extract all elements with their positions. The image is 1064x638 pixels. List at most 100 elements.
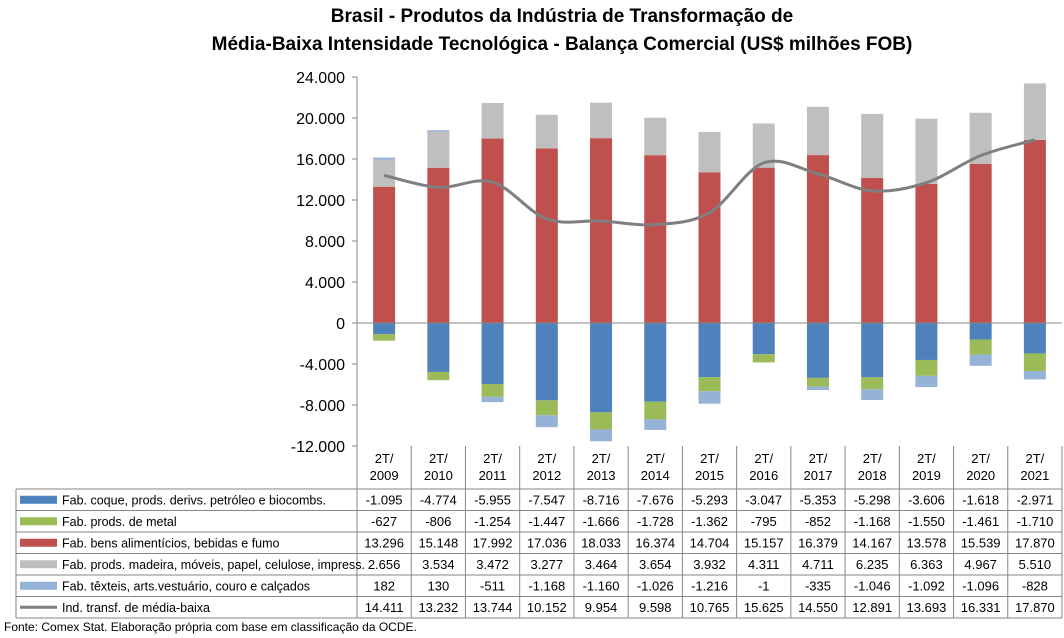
bar-segment — [373, 186, 396, 323]
data-cell: -1.168 — [528, 578, 565, 593]
data-cell: 5.510 — [1019, 557, 1052, 572]
bar-segment — [752, 123, 775, 168]
data-cell: -1.362 — [691, 514, 728, 529]
y-tick-label: 4.000 — [305, 275, 345, 292]
bar-segment — [373, 334, 396, 341]
y-tick-label: 20.000 — [296, 111, 345, 128]
bar-segment — [373, 159, 396, 187]
bar-segment — [861, 377, 884, 390]
bar-segment — [1023, 323, 1046, 354]
legend-key — [20, 581, 57, 590]
bar-segment — [915, 359, 938, 376]
bar-segment — [698, 391, 721, 404]
data-cell: -1.168 — [854, 514, 891, 529]
category-label-line1: 2T/ — [917, 451, 936, 466]
data-cell: -7.676 — [637, 492, 674, 507]
y-tick-label: 8.000 — [305, 234, 345, 251]
data-cell: 17.870 — [1015, 600, 1055, 615]
bar-segment — [644, 401, 667, 420]
data-cell: 9.598 — [639, 600, 672, 615]
data-cell: 10.765 — [690, 600, 730, 615]
y-tick-label: 0 — [336, 316, 345, 333]
data-cell: -806 — [425, 514, 451, 529]
bar-segment — [752, 354, 775, 363]
data-cell: -1.666 — [583, 514, 620, 529]
category-label-line1: 2T/ — [646, 451, 665, 466]
category-label-line2: 2014 — [641, 468, 670, 483]
data-cell: -1.550 — [908, 514, 945, 529]
data-cell: 9.954 — [585, 600, 618, 615]
data-cell: -1.026 — [637, 578, 674, 593]
data-cell: 3.932 — [693, 557, 726, 572]
series-name: Fab. prods. de metal — [62, 515, 177, 529]
category-label-line1: 2T/ — [429, 451, 448, 466]
category-label-line1: 2T/ — [700, 451, 719, 466]
data-cell: -1.618 — [962, 492, 999, 507]
series-name: Fab. têxteis, arts.vestuário, couro e ca… — [62, 579, 310, 593]
bar-segment — [806, 377, 829, 387]
bar-segment — [427, 130, 450, 132]
data-cell: 13.296 — [364, 535, 404, 550]
bar-segment — [481, 323, 504, 385]
data-cell: 10.152 — [527, 600, 567, 615]
bar-segment — [481, 138, 504, 323]
bar-segment — [427, 131, 450, 168]
data-cell: 14.704 — [690, 535, 730, 550]
bar-segment — [427, 167, 450, 323]
series-line-media-baixa — [383, 138, 1036, 227]
category-label-line1: 2T/ — [1025, 451, 1044, 466]
data-cell: -1 — [758, 578, 770, 593]
bar-segment — [861, 177, 884, 323]
data-cell: 13.232 — [418, 600, 458, 615]
series-name: Ind. transf. de média-baixa — [62, 601, 210, 615]
data-cell: 15.157 — [744, 535, 784, 550]
data-cell: 17.992 — [473, 535, 513, 550]
bar-segment — [861, 323, 884, 378]
data-cell: 2.656 — [368, 557, 401, 572]
bar-segment — [806, 323, 829, 378]
category-label-line2: 2016 — [749, 468, 778, 483]
data-cell: -828 — [1022, 578, 1048, 593]
bar-segment — [969, 354, 992, 366]
category-label-line1: 2T/ — [863, 451, 882, 466]
data-cell: 14.411 — [365, 600, 404, 615]
data-cell: 14.167 — [852, 535, 892, 550]
category-label-line2: 2011 — [479, 468, 507, 483]
legend-key — [20, 517, 57, 526]
data-cell: -3.047 — [745, 492, 782, 507]
category-label-line1: 2T/ — [809, 451, 828, 466]
category-label-line1: 2T/ — [375, 451, 394, 466]
data-cell: 17.870 — [1015, 535, 1055, 550]
y-tick-label: -4.000 — [300, 357, 345, 374]
data-cell: 182 — [373, 578, 395, 593]
data-cell: 15.148 — [418, 535, 458, 550]
data-cell: 3.654 — [639, 557, 672, 572]
bar-segment — [481, 102, 504, 139]
data-cell: -852 — [805, 514, 831, 529]
data-cell: 16.374 — [635, 535, 675, 550]
bar-segment — [481, 396, 504, 403]
bar-segment — [644, 323, 667, 402]
bar-segment — [698, 377, 721, 392]
category-label-line2: 2019 — [912, 468, 941, 483]
chart-title-line-2: Média-Baixa Intensidade Tecnológica - Ba… — [211, 34, 913, 55]
legend-key — [20, 495, 57, 504]
data-cell: 12.891 — [852, 600, 892, 615]
data-cell: 18.033 — [581, 535, 621, 550]
chart-title-line-1: Brasil - Produtos da Indústria de Transf… — [330, 6, 794, 27]
data-cell: -1.447 — [528, 514, 565, 529]
bar-segment — [535, 148, 558, 323]
data-cell: -1.092 — [908, 578, 945, 593]
data-cell: -8.716 — [583, 492, 620, 507]
data-cell: -627 — [371, 514, 397, 529]
bar-segment — [427, 371, 450, 381]
bar-segment — [969, 323, 992, 340]
legend-key — [20, 560, 57, 569]
bar-segment — [915, 118, 938, 184]
category-label-line1: 2T/ — [754, 451, 773, 466]
data-cell: 3.464 — [585, 557, 618, 572]
data-cell: 17.036 — [527, 535, 567, 550]
bar-segment — [915, 323, 938, 360]
bar-segment — [644, 155, 667, 323]
data-cell: 16.331 — [961, 600, 1001, 615]
